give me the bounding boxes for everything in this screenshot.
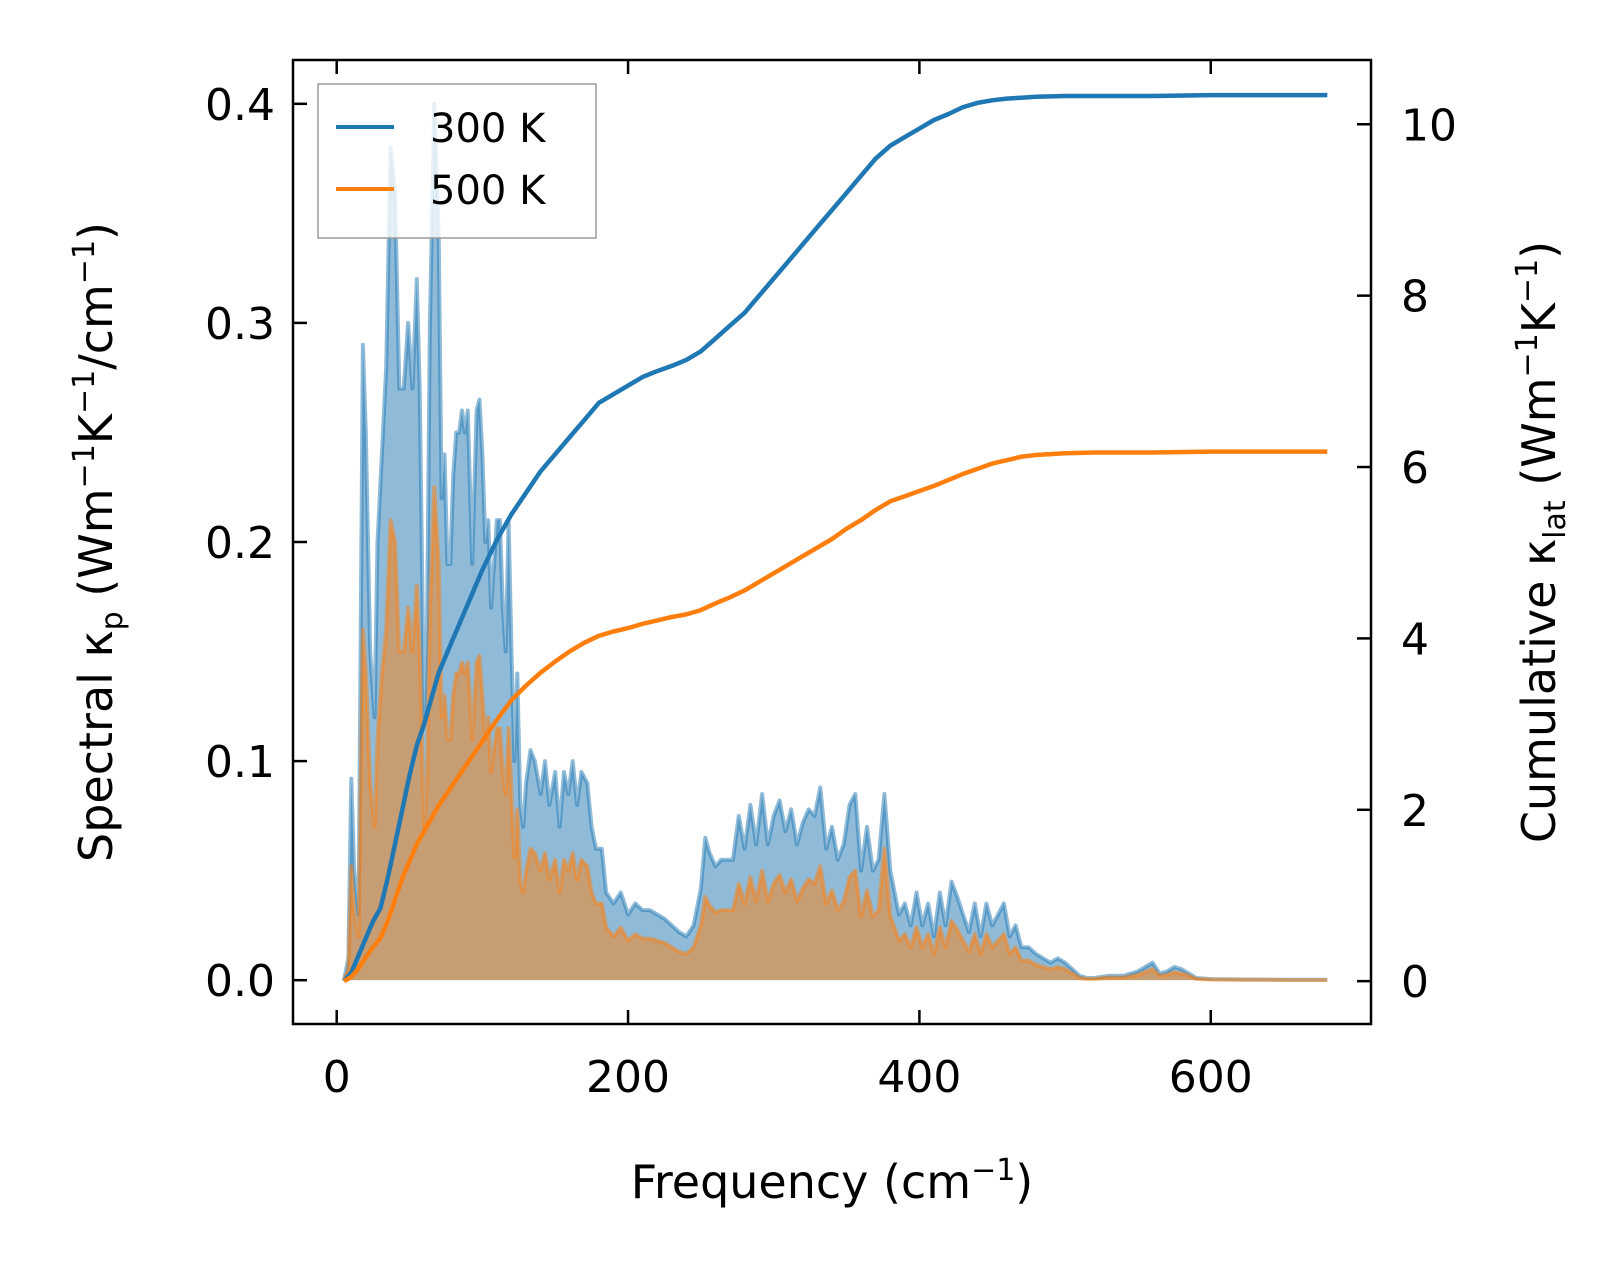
y-tick-label-0.1: 0.1 (205, 737, 275, 788)
y2-tick-label-2: 2 (1401, 786, 1429, 837)
y-tick-label-0.4: 0.4 (205, 80, 275, 131)
y-tick-label-0.3: 0.3 (205, 299, 275, 350)
x-tick-label-0: 0 (323, 1052, 351, 1103)
x-tick-label-600: 600 (1169, 1052, 1253, 1103)
spectral-line-300k (342, 101, 1328, 982)
x-axis-title: Frequency (cm−1) (631, 1153, 1034, 1209)
plot-area (342, 92, 1328, 984)
cumulative-line-500k (342, 449, 1328, 984)
legend: 300 K 500 K (317, 83, 597, 239)
legend-box (317, 83, 597, 239)
y-tick-label-0.0: 0.0 (205, 956, 275, 1007)
axis-ticks: 0 200 400 600 0.0 0.1 0.2 0.3 0.4 0 2 4 6 8 10 (205, 60, 1457, 1103)
x-tick-label-200: 200 (586, 1052, 670, 1103)
x-tick-label-400: 400 (877, 1052, 961, 1103)
legend-label-300k: 300 K (430, 106, 547, 152)
y-tick-label-0.2: 0.2 (205, 518, 275, 569)
y2-tick-label-0: 0 (1401, 957, 1429, 1008)
spectral-line-500k (342, 485, 1328, 982)
y2-axis-title: Cumulative κlat (Wm−1K−1) (1510, 241, 1573, 843)
spectral-area-500k (343, 487, 1328, 981)
y2-tick-label-4: 4 (1401, 614, 1429, 665)
y2-tick-label-8: 8 (1401, 272, 1429, 323)
y2-tick-label-10: 10 (1401, 100, 1457, 151)
y-axis-title: Spectral κp (Wm−1K−1/cm−1) (67, 222, 130, 862)
y2-tick-label-6: 6 (1401, 443, 1429, 494)
cumulative-line-300k (342, 92, 1328, 983)
legend-label-500k: 500 K (430, 168, 547, 214)
